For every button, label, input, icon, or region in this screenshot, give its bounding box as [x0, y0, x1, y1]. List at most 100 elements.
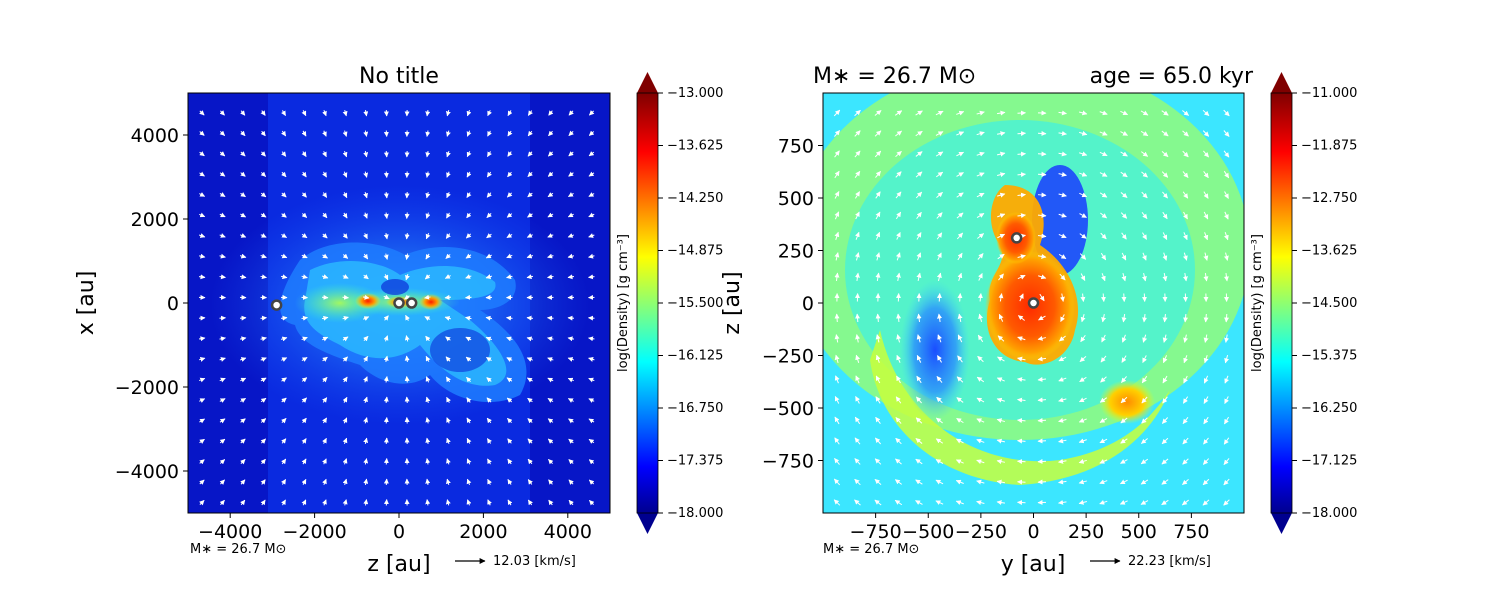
velocity-arrow: [198, 274, 206, 280]
velocity-arrow: [260, 438, 266, 444]
velocity-arrow: [976, 192, 985, 198]
velocity-arrow: [1120, 171, 1128, 178]
velocity-arrow: [1079, 192, 1088, 198]
velocity-arrow: [446, 212, 451, 219]
velocity-arrow: [363, 499, 369, 506]
velocity-arrow: [219, 459, 226, 465]
velocity-arrow: [589, 499, 595, 506]
right-quiver-key-label: 22.23 [km/s]: [1128, 554, 1211, 569]
velocity-arrow: [1162, 211, 1168, 220]
velocity-arrow: [1017, 356, 1026, 362]
velocity-arrow: [834, 313, 840, 323]
velocity-arrow: [301, 274, 308, 280]
velocity-arrow: [1120, 110, 1129, 116]
velocity-arrow: [1223, 478, 1230, 486]
velocity-arrow: [1183, 232, 1188, 241]
velocity-arrow: [855, 396, 860, 404]
velocity-arrow: [834, 272, 840, 282]
velocity-arrow: [1203, 437, 1209, 445]
velocity-arrow: [362, 294, 370, 300]
velocity-arrow: [444, 274, 451, 279]
sink-particle: [270, 299, 283, 311]
velocity-arrow: [404, 253, 410, 260]
velocity-arrow: [1183, 211, 1188, 220]
velocity-arrow: [219, 499, 225, 506]
colorbar-tick-label: −17.125: [1301, 454, 1357, 469]
velocity-arrow: [1079, 130, 1088, 136]
x-tick-label: 250: [1068, 521, 1104, 543]
velocity-arrow: [1203, 355, 1209, 364]
velocity-arrow: [854, 109, 861, 117]
velocity-arrow: [507, 417, 513, 424]
velocity-arrow: [445, 233, 451, 239]
velocity-arrow: [363, 212, 368, 219]
velocity-arrow: [1203, 416, 1209, 425]
velocity-arrow: [342, 109, 348, 117]
velocity-arrow: [1017, 377, 1026, 383]
velocity-arrow: [281, 110, 286, 116]
velocity-arrow: [1017, 131, 1026, 137]
velocity-arrow: [1121, 355, 1127, 363]
velocity-arrow: [383, 191, 389, 199]
velocity-arrow: [1080, 314, 1086, 323]
velocity-arrow: [996, 418, 1005, 424]
velocity-arrow: [1140, 458, 1149, 465]
velocity-arrow: [956, 212, 964, 219]
velocity-arrow: [1099, 397, 1108, 403]
velocity-arrow: [507, 458, 513, 465]
velocity-arrow: [937, 334, 943, 343]
velocity-arrow: [1182, 272, 1188, 282]
velocity-arrow: [547, 377, 554, 383]
sink-particle: [1010, 232, 1023, 244]
velocity-arrow: [874, 130, 882, 137]
velocity-arrow: [239, 253, 247, 259]
velocity-arrow: [486, 171, 492, 178]
velocity-arrow: [219, 274, 226, 280]
velocity-arrow: [383, 150, 389, 158]
velocity-arrow: [834, 170, 840, 179]
velocity-arrow: [198, 357, 206, 362]
left-colorbar-ticks: −13.000 −13.625 −14.250 −14.875 −15.500 −16.1…: [658, 86, 723, 521]
velocity-arrow: [260, 274, 267, 280]
velocity-arrow: [1101, 313, 1107, 323]
velocity-arrow: [445, 478, 451, 486]
velocity-arrow: [260, 192, 267, 198]
velocity-arrow: [466, 499, 472, 506]
velocity-arrow: [875, 313, 881, 323]
velocity-arrow: [1120, 192, 1128, 198]
velocity-arrow: [383, 417, 389, 424]
left-colorbar-top-extend: [637, 72, 658, 93]
velocity-arrow: [219, 192, 226, 197]
velocity-arrow: [527, 171, 533, 177]
velocity-arrow: [568, 110, 574, 116]
velocity-arrow: [445, 356, 451, 362]
velocity-arrow: [916, 272, 922, 282]
velocity-arrow: [1079, 110, 1088, 116]
velocity-arrow: [1120, 151, 1128, 157]
velocity-arrow: [875, 272, 881, 282]
velocity-arrow: [996, 500, 1006, 506]
x-tick-label: 2000: [459, 521, 507, 543]
velocity-arrow: [322, 171, 327, 178]
velocity-arrow: [342, 336, 349, 342]
velocity-arrow: [567, 357, 575, 362]
velocity-arrow: [260, 397, 267, 403]
velocity-arrow: [1161, 499, 1169, 506]
velocity-arrow: [1202, 499, 1210, 506]
velocity-arrow: [465, 253, 472, 259]
y-tick-label: −4000: [115, 461, 179, 483]
velocity-arrow: [1224, 191, 1229, 199]
velocity-arrow: [363, 109, 369, 117]
velocity-arrow: [1224, 313, 1230, 323]
velocity-arrow: [976, 151, 985, 157]
velocity-arrow: [834, 231, 840, 240]
velocity-arrow: [957, 355, 963, 363]
velocity-arrow: [1182, 437, 1189, 445]
velocity-arrow: [506, 233, 513, 238]
velocity-arrow: [1078, 499, 1088, 505]
velocity-arrow: [425, 212, 431, 219]
velocity-arrow: [1058, 212, 1067, 218]
velocity-arrow: [1099, 110, 1108, 116]
velocity-arrow: [547, 274, 554, 280]
velocity-arrow: [1161, 417, 1169, 424]
